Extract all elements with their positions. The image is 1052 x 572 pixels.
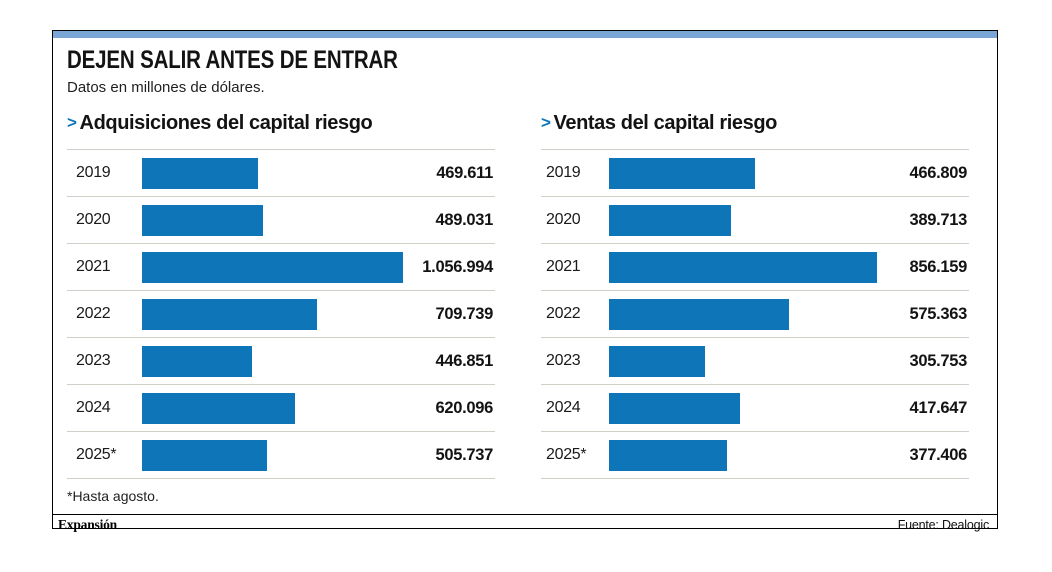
bar-track	[142, 439, 403, 471]
year-label: 2024	[546, 399, 581, 416]
year-label: 2023	[76, 352, 111, 369]
chart-title-text: Ventas del capital riesgo	[553, 112, 778, 134]
year-label: 2021	[546, 258, 581, 275]
year-label: 2022	[546, 305, 581, 322]
subtitle: Datos en millones de dólares.	[67, 79, 265, 96]
main-title: DEJEN SALIR ANTES DE ENTRAR	[67, 46, 398, 74]
value-label: 305.753	[909, 351, 967, 370]
value-bar	[609, 204, 731, 236]
bar-track	[609, 251, 877, 283]
chart-row: 2024 417.647	[541, 384, 969, 431]
value-bar	[609, 345, 705, 377]
bar-track	[142, 298, 403, 330]
value-label: 620.096	[435, 398, 493, 417]
value-bar	[142, 157, 258, 189]
chevron-right-icon: >	[541, 113, 551, 132]
publisher-logo: Expansión	[58, 516, 117, 532]
year-label: 2024	[76, 399, 111, 416]
value-label: 575.363	[909, 304, 967, 323]
value-label: 469.611	[436, 163, 493, 182]
source-credit: Fuente: Dealogic	[897, 517, 990, 532]
panel-header: DEJEN SALIR ANTES DE ENTRAR Datos en mil…	[53, 38, 997, 97]
bar-track	[609, 439, 877, 471]
chart-rows: 2019 466.809 2020 389.713 2021 856.159 2022 575…	[541, 149, 969, 479]
charts-container: > Adquisiciones del capital riesgo 2019 4…	[53, 112, 997, 479]
value-bar	[142, 204, 263, 236]
chart-row: 2021 856.159	[541, 243, 969, 290]
value-label: 709.739	[435, 304, 493, 323]
value-label: 389.713	[909, 210, 967, 229]
footnote: *Hasta agosto.	[67, 488, 159, 504]
value-label: 1.056.994	[422, 257, 493, 276]
year-label: 2022	[76, 305, 111, 322]
year-label: 2020	[546, 211, 581, 228]
infographic-panel: DEJEN SALIR ANTES DE ENTRAR Datos en mil…	[52, 30, 998, 532]
value-label: 466.809	[909, 163, 967, 182]
bar-track	[609, 392, 877, 424]
year-label: 2021	[76, 258, 111, 275]
bar-track	[609, 157, 877, 189]
chart-title-text: Adquisiciones del capital riesgo	[79, 112, 373, 134]
year-label: 2025*	[546, 446, 587, 463]
value-bar	[609, 392, 740, 424]
value-bar	[609, 157, 756, 189]
value-bar	[142, 345, 253, 377]
chart-row: 2024 620.096	[67, 384, 495, 431]
value-bar	[142, 251, 403, 283]
value-bar	[142, 439, 267, 471]
chart-row: 2023 305.753	[541, 337, 969, 384]
value-bar	[609, 251, 877, 283]
bar-track	[142, 204, 403, 236]
value-label: 446.851	[435, 351, 493, 370]
year-label: 2019	[76, 164, 111, 181]
year-label: 2025*	[76, 446, 117, 463]
chevron-right-icon: >	[67, 113, 77, 132]
chart-rows: 2019 469.611 2020 489.031 2021 1.056.994 2022 7…	[67, 149, 495, 479]
value-bar	[609, 439, 728, 471]
bar-track	[142, 157, 403, 189]
value-bar	[142, 392, 296, 424]
chart-acquisitions: > Adquisiciones del capital riesgo 2019 4…	[67, 112, 495, 479]
chart-row: 2025* 505.737	[67, 431, 495, 478]
chart-row: 2019 469.611	[67, 149, 495, 196]
chart-row: 2025* 377.406	[541, 431, 969, 478]
bar-track	[142, 345, 403, 377]
chart-row: 2022 575.363	[541, 290, 969, 337]
bar-track	[609, 204, 877, 236]
chart-title: > Adquisiciones del capital riesgo	[67, 112, 495, 149]
chart-row: 2021 1.056.994	[67, 243, 495, 290]
chart-row: 2020 489.031	[67, 196, 495, 243]
bar-track	[609, 345, 877, 377]
chart-row: 2022 709.739	[67, 290, 495, 337]
value-label: 489.031	[435, 210, 493, 229]
year-label: 2023	[546, 352, 581, 369]
accent-top-bar	[53, 31, 997, 38]
value-label: 505.737	[435, 445, 493, 464]
bar-track	[142, 251, 403, 283]
value-bar	[609, 298, 790, 330]
year-label: 2020	[76, 211, 111, 228]
chart-sales: > Ventas del capital riesgo 2019 466.809 2…	[541, 112, 969, 479]
value-bar	[142, 298, 318, 330]
year-label: 2019	[546, 164, 581, 181]
panel-footer: Expansión Fuente: Dealogic	[53, 514, 997, 534]
chart-title: > Ventas del capital riesgo	[541, 112, 969, 149]
bar-track	[609, 298, 877, 330]
value-label: 856.159	[909, 257, 967, 276]
chart-row: 2023 446.851	[67, 337, 495, 384]
chart-row: 2020 389.713	[541, 196, 969, 243]
bar-track	[142, 392, 403, 424]
value-label: 417.647	[909, 398, 967, 417]
value-label: 377.406	[909, 445, 967, 464]
chart-row: 2019 466.809	[541, 149, 969, 196]
